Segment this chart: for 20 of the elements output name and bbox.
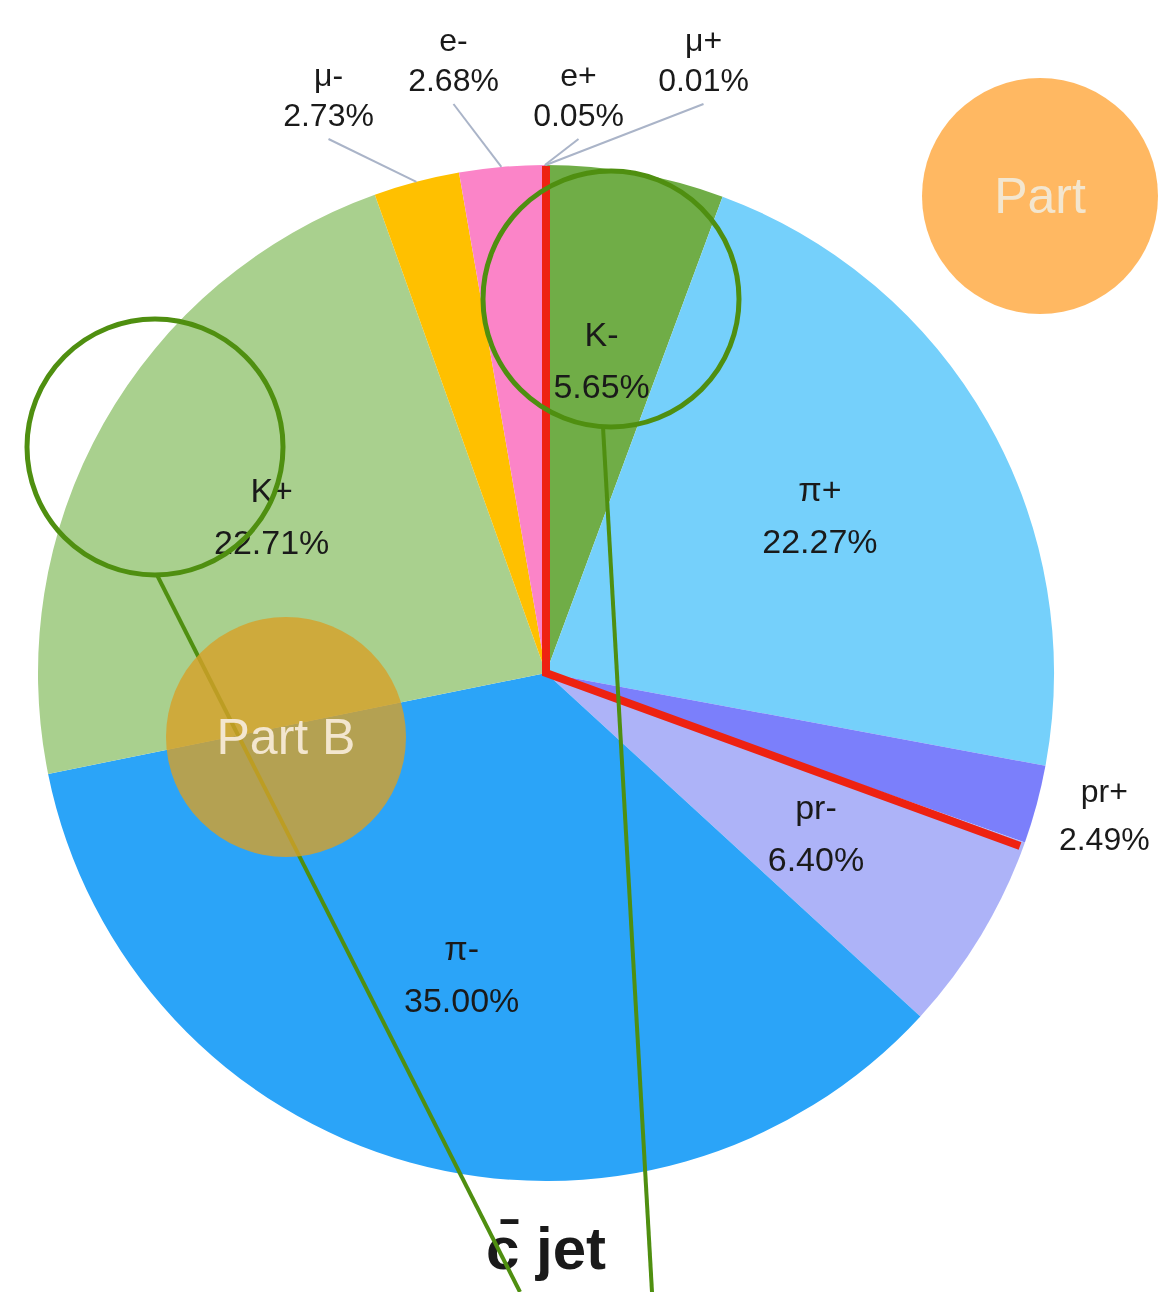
- slice-label: pr-: [795, 787, 837, 826]
- data-label: 5.65%: [553, 367, 650, 406]
- slice-label: K-: [584, 315, 619, 354]
- data-label: 0.01%: [658, 61, 749, 98]
- data-label: 0.05%: [533, 96, 624, 133]
- slice-label: π-: [444, 928, 480, 967]
- slice-label: μ-: [313, 56, 344, 93]
- data-label: 35.00%: [403, 980, 520, 1019]
- slice-label: μ+: [684, 21, 723, 58]
- slice-label: π+: [798, 469, 842, 508]
- data-label: 22.27%: [762, 521, 878, 560]
- data-label: 6.40%: [767, 839, 865, 878]
- data-label: 2.68%: [408, 61, 499, 98]
- text: Part B: [166, 617, 406, 857]
- slice-label: e-: [439, 21, 468, 58]
- slice-label: e+: [560, 56, 597, 93]
- text: Part: [922, 78, 1158, 314]
- data-label: 2.49%: [1058, 821, 1150, 858]
- data-label: 2.73%: [283, 96, 374, 133]
- slice-label: pr+: [1080, 773, 1128, 810]
